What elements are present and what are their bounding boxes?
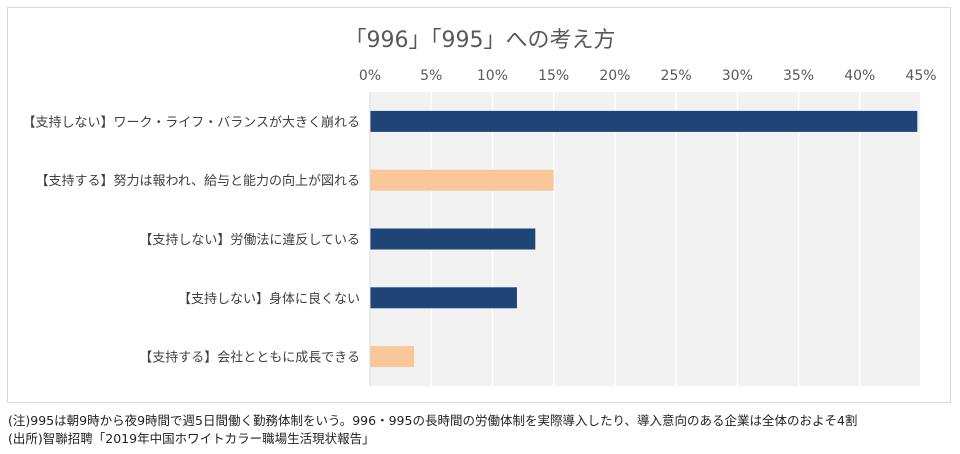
bar [370,346,415,368]
x-tick-label: 40% [844,68,875,84]
category-label: 【支持しない】ワーク・ライフ・バランスが大きく崩れる [23,115,360,130]
x-tick-label: 35% [783,68,814,84]
bar [370,228,536,250]
chart-frame: 「996」「995」への考え方 0% 5% 10% 15% 20% 25% 30% 35% 40… [7,7,951,403]
x-tick-label: 30% [722,68,753,84]
chart-title: 「996」「995」への考え方 [344,28,616,53]
x-tick-label: 5% [420,68,442,84]
x-tick-label: 0% [359,68,381,84]
category-label: 【支持しない】労働法に違反している [139,233,360,248]
bar [370,169,554,191]
bar [370,287,517,309]
footnote-note: (注)995は朝9時から夜9時間で週5日間働く勤務体制をいう。996・995の長… [8,413,858,428]
footnote-source: (出所)智聯招聘「2019年中国ホワイトカラー職場生活現状報告」 [8,431,375,446]
bar [370,110,918,132]
x-tick-label: 10% [477,68,508,84]
x-tick-label: 25% [661,68,692,84]
category-label: 【支持する】会社とともに成長できる [139,350,360,366]
category-label: 【支持しない】身体に良くない [178,291,360,307]
footnotes: (注)995は朝9時から夜9時間で週5日間働く勤務体制をいう。996・995の長… [8,412,857,448]
x-tick-label: 45% [905,68,936,84]
x-tick-label: 15% [538,68,569,84]
bar-chart: 0% 5% 10% 15% 20% 25% 30% 35% 40% 45% 【支持しない】ワーク・ラ… [23,68,937,386]
x-tick-label: 20% [599,68,630,84]
category-label: 【支持する】努力は報われ、給与と能力の向上が図れる [36,173,360,189]
